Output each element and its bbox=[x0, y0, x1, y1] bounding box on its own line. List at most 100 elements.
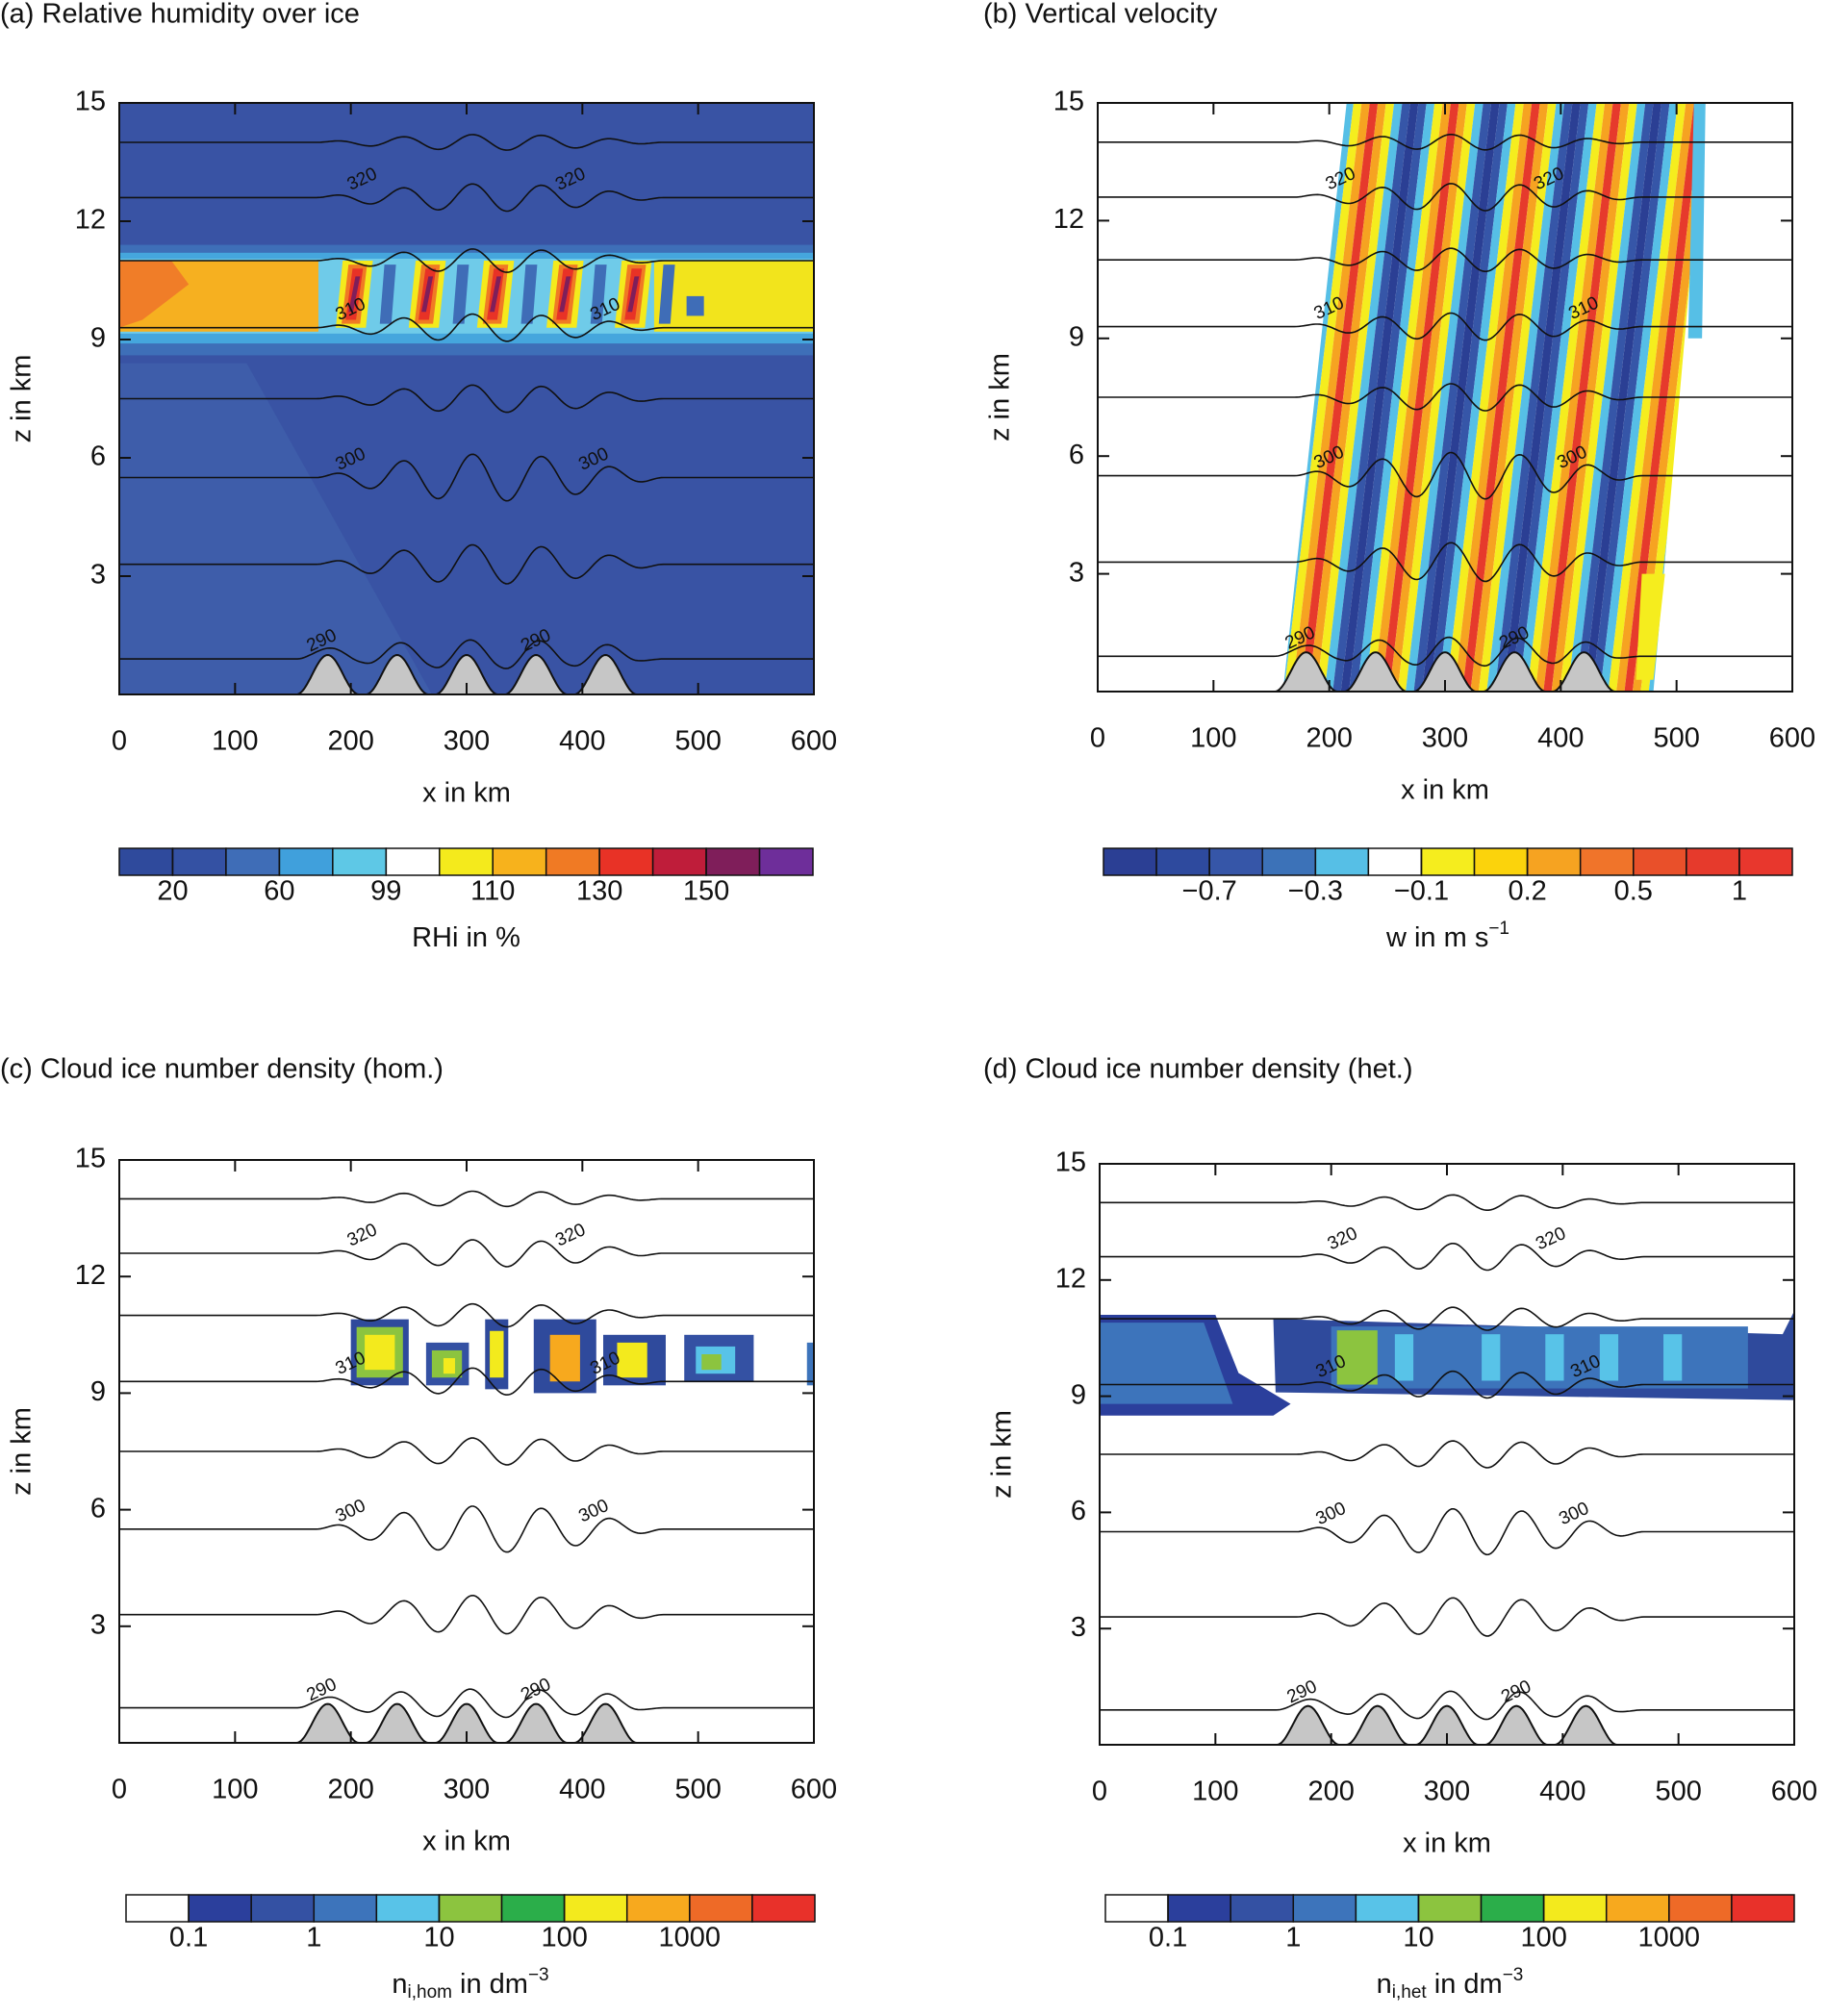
colorbar-box bbox=[171, 847, 227, 876]
colorbar-tick-label: 0.2 bbox=[1508, 876, 1546, 907]
x-axis-label: x in km bbox=[422, 778, 511, 809]
colorbar-tick-label: 100 bbox=[1520, 1923, 1566, 1953]
field-patch bbox=[617, 1342, 647, 1378]
field-patch bbox=[1413, 103, 1492, 692]
field-patch bbox=[1599, 1334, 1619, 1381]
colorbar-tick-label: 60 bbox=[264, 876, 294, 907]
y-axis-label: z in km bbox=[7, 355, 38, 443]
y-tick-label: 15 bbox=[1055, 1147, 1086, 1178]
colorbar-box bbox=[1103, 847, 1157, 876]
isentrope-label: 290 bbox=[518, 1675, 554, 1705]
colorbar-label-part: −3 bbox=[528, 1965, 549, 1985]
x-tick-label: 300 bbox=[444, 726, 490, 757]
colorbar-tick-label: 110 bbox=[470, 876, 515, 907]
isentrope bbox=[1100, 1508, 1794, 1556]
isentrope-label: 300 bbox=[1556, 1499, 1592, 1529]
field-patch bbox=[1316, 103, 1395, 692]
field-patch bbox=[1510, 103, 1589, 692]
field-patch bbox=[452, 265, 469, 324]
field bbox=[119, 103, 814, 694]
colorbar-box bbox=[758, 847, 814, 876]
x-tick-label: 200 bbox=[1306, 723, 1352, 754]
isentrope bbox=[119, 1239, 814, 1268]
colorbar-tick-label: 20 bbox=[157, 876, 188, 907]
field-patch bbox=[421, 276, 434, 313]
field-patch bbox=[1364, 103, 1443, 692]
field-patch bbox=[1543, 103, 1621, 692]
colorbar-box bbox=[1104, 1894, 1169, 1923]
isentrope bbox=[119, 134, 814, 151]
colorbar-box bbox=[1579, 847, 1635, 876]
x-tick-label: 600 bbox=[1769, 723, 1815, 754]
field-patch bbox=[443, 1358, 455, 1374]
colorbar-tick-label: 150 bbox=[683, 876, 729, 907]
colorbar-box bbox=[1367, 847, 1423, 876]
isentrope bbox=[119, 248, 814, 273]
field-patch bbox=[1349, 103, 1427, 692]
colorbar-box bbox=[689, 1894, 753, 1923]
field-patch bbox=[1494, 103, 1573, 692]
isentrope bbox=[1098, 451, 1792, 500]
colorbar-box bbox=[598, 847, 654, 876]
colorbar-label-part: in dm bbox=[452, 1969, 528, 2000]
isentrope bbox=[119, 639, 814, 669]
field-patch bbox=[1406, 103, 1484, 692]
field bbox=[119, 1190, 814, 1743]
isentrope bbox=[1100, 1370, 1794, 1399]
x-tick-label: 100 bbox=[1192, 1777, 1238, 1807]
colorbar-box bbox=[492, 847, 547, 876]
colorbar-box bbox=[705, 847, 761, 876]
x-tick-label: 0 bbox=[1092, 1777, 1107, 1807]
isentrope bbox=[119, 1302, 814, 1328]
field-patch bbox=[1575, 103, 1654, 692]
colorbar-box bbox=[225, 847, 281, 876]
colorbar-tick-label: 0.1 bbox=[1149, 1923, 1187, 1953]
isentrope-label: 320 bbox=[1325, 1223, 1361, 1254]
colorbar-box bbox=[1526, 847, 1582, 876]
colorbar-box bbox=[1731, 1894, 1795, 1923]
field-patch bbox=[1389, 103, 1467, 692]
colorbar-box bbox=[188, 1894, 252, 1923]
x-tick-label: 200 bbox=[327, 1775, 373, 1805]
colorbar-box bbox=[1155, 847, 1210, 876]
field-patch bbox=[1478, 103, 1557, 692]
colorbar-label-part: −3 bbox=[1503, 1965, 1524, 1985]
colorbar-box bbox=[1542, 1894, 1608, 1923]
colorbar-box bbox=[1261, 847, 1317, 876]
isentrope bbox=[1098, 542, 1792, 583]
colorbar-box bbox=[625, 1894, 691, 1923]
field-patch bbox=[1421, 103, 1500, 692]
colorbar-tick-label: 130 bbox=[576, 876, 622, 907]
y-tick-label: 3 bbox=[90, 560, 106, 591]
field-patch bbox=[1663, 1334, 1683, 1381]
field-patch bbox=[1591, 103, 1670, 692]
field-patch bbox=[627, 276, 640, 313]
isentrope bbox=[119, 1505, 814, 1553]
colorbar-box bbox=[500, 1894, 566, 1923]
isentrope bbox=[119, 1190, 814, 1208]
colorbar-tick-label: 0.1 bbox=[169, 1923, 208, 1953]
field-patch bbox=[520, 265, 538, 324]
field-patch bbox=[1534, 103, 1613, 692]
isentrope bbox=[1100, 1690, 1794, 1721]
colorbar-box bbox=[438, 1894, 503, 1923]
colorbar-box bbox=[1738, 847, 1793, 876]
y-tick-label: 3 bbox=[90, 1609, 106, 1640]
field-patch bbox=[1394, 1334, 1414, 1381]
isentrope bbox=[1100, 1243, 1794, 1272]
colorbar-tick-label: −0.1 bbox=[1394, 876, 1449, 907]
field-patch bbox=[490, 276, 502, 313]
colorbar-box bbox=[1292, 1894, 1357, 1923]
isentrope bbox=[1098, 383, 1792, 412]
colorbar-box bbox=[385, 847, 441, 876]
isentrope bbox=[1098, 247, 1792, 272]
y-tick-label: 9 bbox=[90, 1376, 106, 1407]
isentrope-label: 320 bbox=[1533, 1223, 1569, 1254]
field-patch bbox=[119, 261, 190, 328]
isentrope bbox=[119, 1367, 814, 1397]
isentrope bbox=[1098, 636, 1792, 668]
x-tick-label: 0 bbox=[1090, 723, 1105, 754]
colorbar-label: ni,hom in dm−3 bbox=[392, 1965, 548, 2003]
y-tick-label: 9 bbox=[1069, 321, 1084, 352]
colorbar-box bbox=[1473, 847, 1529, 876]
